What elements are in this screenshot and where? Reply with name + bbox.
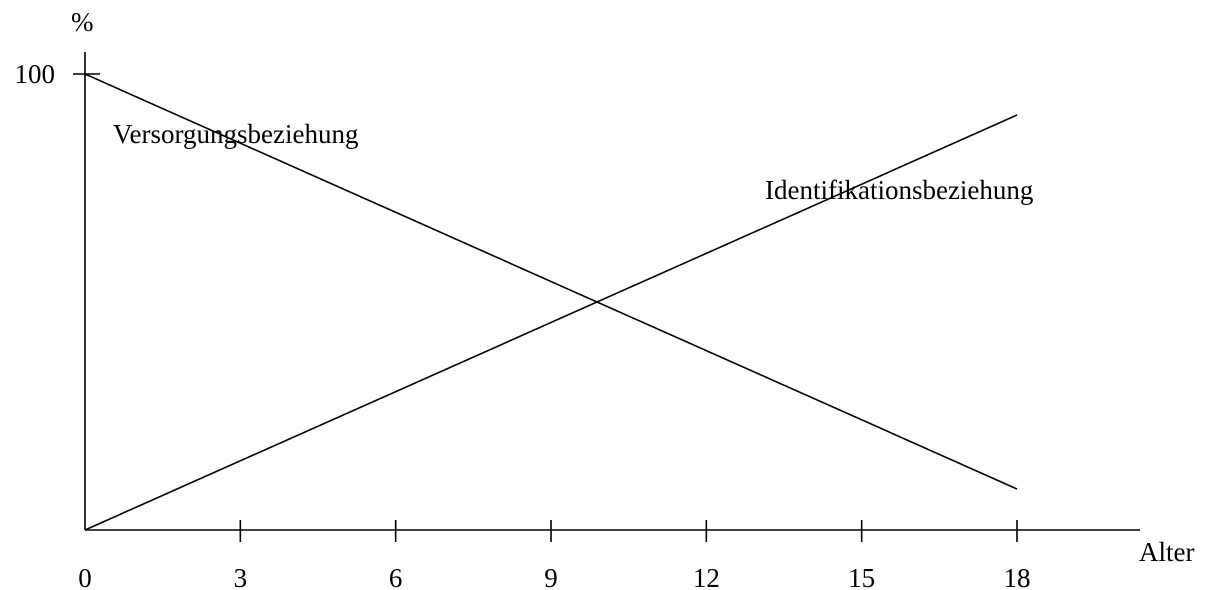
y-axis-label: % (71, 7, 94, 37)
y-ticks: 100 (15, 59, 100, 89)
y-tick-label: 100 (15, 59, 56, 89)
x-tick-label: 15 (848, 563, 875, 590)
x-tick-label: 3 (234, 563, 248, 590)
series-label-identifikationsbeziehung: Identifikationsbeziehung (765, 175, 1033, 205)
x-tick-label: 9 (544, 563, 558, 590)
x-tick-label: 6 (389, 563, 403, 590)
x-ticks: 0 3 6 9 12 15 18 (78, 520, 1031, 590)
x-tick-label: 0 (78, 563, 92, 590)
series-line-2 (84, 114, 1018, 531)
x-axis-label: Alter (1139, 537, 1194, 567)
x-tick-label: 18 (1004, 563, 1031, 590)
series-line-1 (84, 73, 1018, 490)
series-lines (84, 73, 1018, 531)
series-label-versorgungsbeziehung: Versorgungsbeziehung (113, 119, 358, 149)
x-tick-label: 12 (693, 563, 720, 590)
